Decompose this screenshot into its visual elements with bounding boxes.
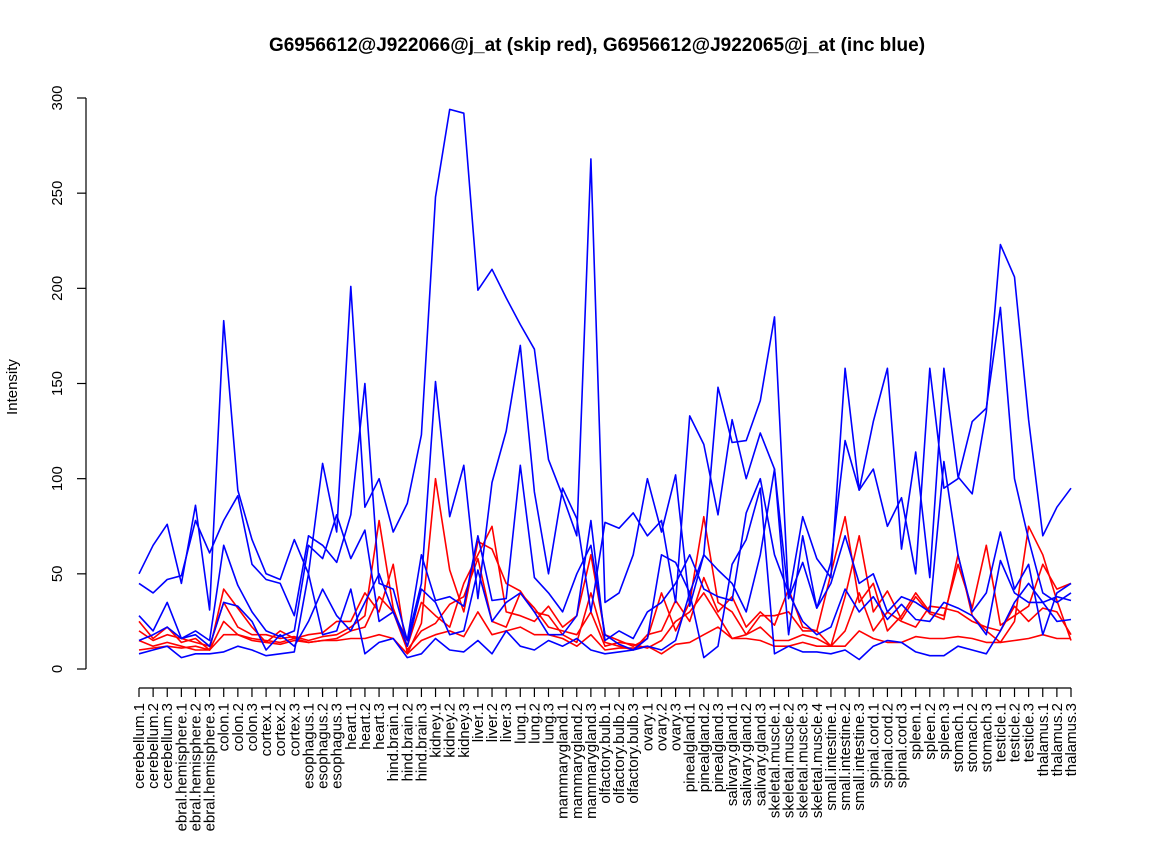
x-tick-label: ebral.hemisphere.1 — [173, 703, 190, 831]
x-tick-label: hind.brain.2 — [399, 703, 416, 781]
x-tick-label: spleen.2 — [922, 703, 939, 760]
x-tick-label: thalamus.3 — [1063, 703, 1080, 776]
series-line-4 — [138, 611, 1071, 655]
y-axis: 0 50 100 150 200 250 300 — [49, 85, 87, 673]
x-tick-label: colon.1 — [216, 703, 233, 751]
x-tick-label: cortex.1 — [258, 703, 275, 756]
x-tick-label: stomach.3 — [978, 703, 995, 772]
y-tick-label: 150 — [49, 371, 66, 396]
x-tick-label: mammarygland.2 — [569, 703, 586, 819]
series-line-9 — [138, 487, 1072, 661]
x-tick-label: spinal.cord.1 — [865, 703, 882, 788]
y-tick-label: 0 — [49, 665, 66, 673]
x-tick-label: liver.2 — [484, 703, 501, 742]
x-axis: cerebellum.1cerebellum.2cerebellum.3ebra… — [131, 687, 1080, 831]
x-tick-label: salivary.gland.1 — [724, 703, 741, 806]
x-tick-label: hind.brain.1 — [385, 703, 402, 781]
x-tick-label: lung.1 — [512, 703, 529, 744]
series-line-6 — [138, 306, 1072, 642]
plot-area — [138, 108, 1072, 661]
x-tick-label: testicle.2 — [1007, 703, 1024, 762]
series-line-3 — [138, 557, 1072, 651]
x-tick-label: skeletal.muscle.3 — [795, 703, 812, 818]
x-tick-label: ebral.hemisphere.2 — [187, 703, 204, 831]
x-tick-label: ebral.hemisphere.3 — [202, 703, 219, 831]
x-tick-label: spinal.cord.3 — [894, 703, 911, 788]
x-tick-label: testicle.1 — [992, 703, 1009, 762]
x-tick-label: pinealgland.1 — [682, 703, 699, 792]
x-tick-label: ovary.2 — [653, 703, 670, 751]
x-tick-label: heart.1 — [343, 703, 360, 750]
x-tick-label: small.intestine.3 — [851, 703, 868, 811]
x-tick-label: cerebellum.1 — [131, 703, 148, 789]
x-tick-label: skeletal.muscle.4 — [809, 703, 826, 818]
x-tick-label: spleen.1 — [908, 703, 925, 760]
x-tick-label: salivary.gland.2 — [738, 703, 755, 806]
x-tick-label: heart.3 — [371, 703, 388, 750]
x-tick-label: small.intestine.2 — [837, 703, 854, 811]
x-tick-label: esophagus.2 — [315, 703, 332, 789]
y-tick-label: 50 — [49, 565, 66, 582]
x-tick-label: kidney.2 — [442, 703, 459, 758]
x-tick-label: salivary.gland.3 — [752, 703, 769, 806]
x-tick-label: cortex.2 — [272, 703, 289, 756]
x-tick-label: liver.3 — [498, 703, 515, 742]
x-tick-label: mammarygland.3 — [583, 703, 600, 819]
x-tick-label: ovary.3 — [668, 703, 685, 751]
y-tick-label: 250 — [49, 181, 66, 206]
x-tick-label: pinealgland.2 — [696, 703, 713, 792]
x-tick-label: lung.3 — [541, 703, 558, 744]
x-tick-label: hind.brain.3 — [413, 703, 430, 781]
x-tick-label: kidney.1 — [428, 703, 445, 758]
x-tick-label: kidney.3 — [456, 703, 473, 758]
x-tick-label: olfactory.bulb.3 — [625, 703, 642, 804]
series-line-5 — [138, 108, 1072, 611]
x-tick-label: pinealgland.3 — [710, 703, 727, 792]
x-tick-label: colon.2 — [230, 703, 247, 751]
x-tick-label: cerebellum.2 — [145, 703, 162, 789]
y-tick-label: 200 — [49, 276, 66, 301]
x-tick-label: ovary.1 — [639, 703, 656, 751]
y-axis-label: Intensity — [4, 359, 21, 415]
x-tick-label: testicle.3 — [1021, 703, 1038, 762]
x-tick-label: colon.3 — [244, 703, 261, 751]
x-tick-label: thalamus.1 — [1035, 703, 1052, 776]
x-tick-label: spleen.3 — [936, 703, 953, 760]
x-tick-label: stomach.1 — [950, 703, 967, 772]
x-tick-label: esophagus.3 — [329, 703, 346, 789]
x-tick-label: lung.2 — [526, 703, 543, 744]
x-tick-label: esophagus.1 — [300, 703, 317, 789]
x-tick-label: mammarygland.1 — [555, 703, 572, 819]
x-tick-label: stomach.2 — [964, 703, 981, 772]
x-tick-label: cortex.3 — [286, 703, 303, 756]
x-tick-label: skeletal.muscle.1 — [766, 703, 783, 818]
x-tick-label: cerebellum.3 — [159, 703, 176, 789]
x-tick-label: skeletal.muscle.2 — [781, 703, 798, 818]
x-tick-label: spinal.cord.2 — [879, 703, 896, 788]
series-line-8 — [138, 477, 1072, 651]
x-tick-label: olfactory.bulb.2 — [611, 703, 628, 804]
y-tick-label: 300 — [49, 85, 66, 110]
x-tick-label: liver.1 — [470, 703, 487, 742]
y-tick-label: 100 — [49, 466, 66, 491]
x-tick-label: heart.2 — [357, 703, 374, 750]
chart-title: G6956612@J922066@j_at (skip red), G69566… — [269, 35, 925, 56]
x-tick-label: olfactory.bulb.1 — [597, 703, 614, 804]
x-tick-label: thalamus.2 — [1049, 703, 1066, 776]
x-tick-label: small.intestine.1 — [823, 703, 840, 811]
